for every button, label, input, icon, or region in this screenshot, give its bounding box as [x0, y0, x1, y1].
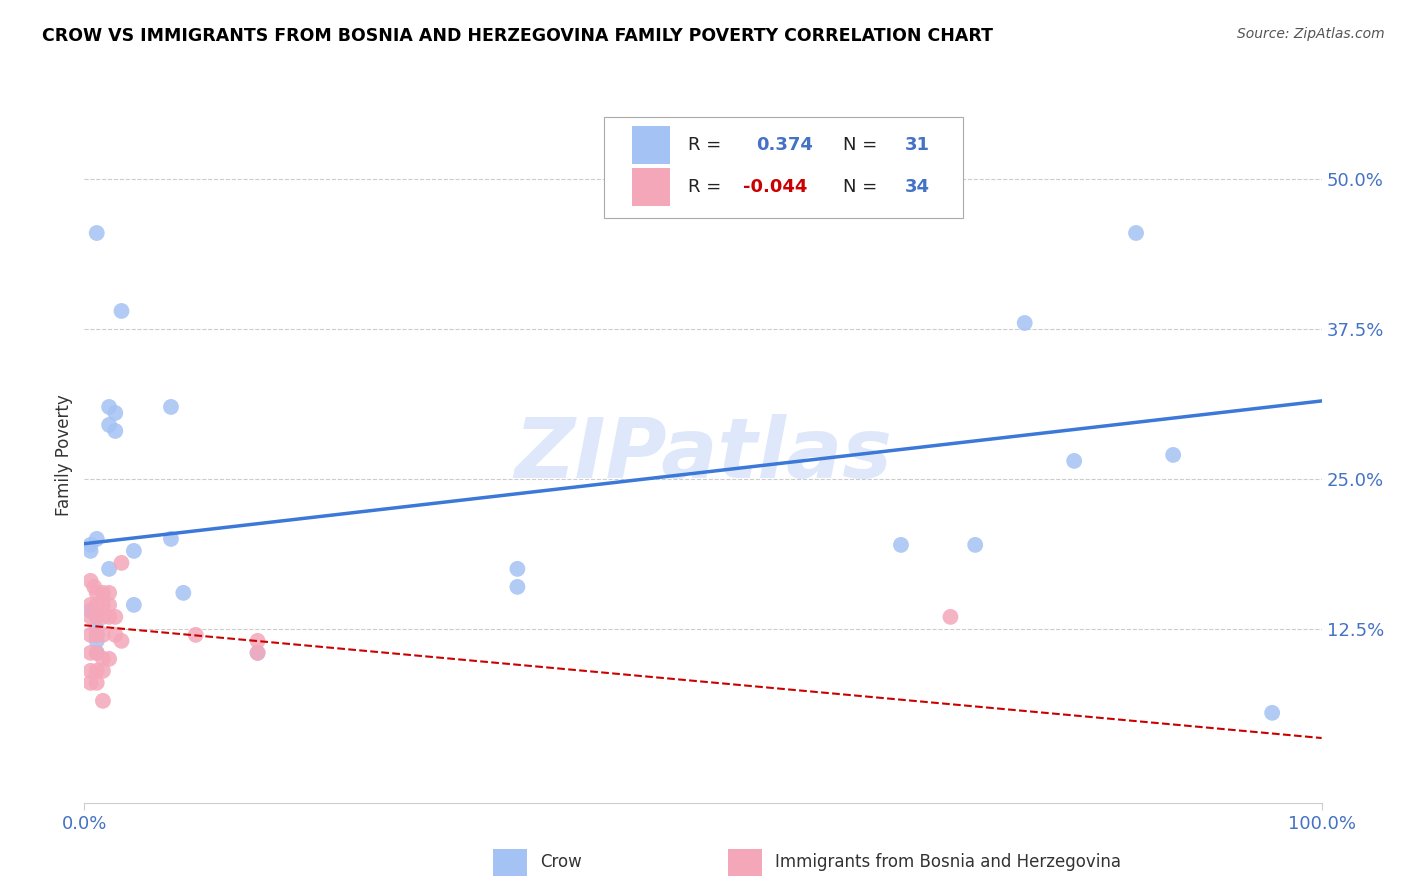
Point: [79, 574, 101, 588]
FancyBboxPatch shape: [492, 849, 527, 876]
Point: [79, 598, 101, 612]
Text: ZIPatlas: ZIPatlas: [515, 415, 891, 495]
Point: [110, 633, 132, 648]
Point: [91, 610, 114, 624]
Point: [98, 652, 121, 666]
Point: [98, 400, 121, 414]
Point: [86, 598, 108, 612]
Point: [939, 610, 962, 624]
Point: [246, 646, 269, 660]
Text: Crow: Crow: [540, 853, 582, 871]
Point: [86, 586, 108, 600]
Point: [79, 604, 101, 618]
Point: [86, 226, 108, 240]
Point: [506, 562, 529, 576]
Point: [79, 646, 101, 660]
Point: [86, 646, 108, 660]
FancyBboxPatch shape: [633, 168, 669, 206]
Text: R =: R =: [688, 178, 721, 196]
Point: [91, 628, 114, 642]
Point: [160, 400, 183, 414]
Point: [98, 598, 121, 612]
Text: Immigrants from Bosnia and Herzegovina: Immigrants from Bosnia and Herzegovina: [775, 853, 1121, 871]
Point: [86, 622, 108, 636]
Point: [79, 610, 101, 624]
Point: [104, 610, 127, 624]
Point: [79, 538, 101, 552]
Point: [160, 532, 183, 546]
Point: [110, 304, 132, 318]
Point: [98, 562, 121, 576]
Point: [83, 580, 105, 594]
Point: [1261, 706, 1284, 720]
Text: Source: ZipAtlas.com: Source: ZipAtlas.com: [1237, 27, 1385, 41]
Point: [86, 646, 108, 660]
Point: [79, 628, 101, 642]
Point: [965, 538, 987, 552]
Point: [98, 417, 121, 432]
Text: R =: R =: [688, 136, 721, 154]
Point: [79, 544, 101, 558]
Text: 0.374: 0.374: [756, 136, 813, 154]
Point: [91, 598, 114, 612]
Point: [1161, 448, 1184, 462]
Point: [86, 628, 108, 642]
Point: [91, 652, 114, 666]
Point: [1014, 316, 1036, 330]
FancyBboxPatch shape: [728, 849, 762, 876]
Point: [246, 633, 269, 648]
Point: [79, 664, 101, 678]
Point: [91, 664, 114, 678]
Point: [104, 406, 127, 420]
Point: [122, 544, 145, 558]
FancyBboxPatch shape: [633, 126, 669, 164]
Text: N =: N =: [842, 136, 877, 154]
Point: [110, 556, 132, 570]
Point: [506, 580, 529, 594]
Text: 31: 31: [904, 136, 929, 154]
Point: [1125, 226, 1147, 240]
Point: [172, 586, 194, 600]
Point: [104, 424, 127, 438]
Point: [184, 628, 207, 642]
Point: [98, 610, 121, 624]
FancyBboxPatch shape: [605, 118, 963, 219]
Point: [1063, 454, 1085, 468]
Y-axis label: Family Poverty: Family Poverty: [55, 394, 73, 516]
Point: [86, 633, 108, 648]
Text: CROW VS IMMIGRANTS FROM BOSNIA AND HERZEGOVINA FAMILY POVERTY CORRELATION CHART: CROW VS IMMIGRANTS FROM BOSNIA AND HERZE…: [42, 27, 993, 45]
Point: [122, 598, 145, 612]
Point: [91, 586, 114, 600]
Point: [890, 538, 912, 552]
Point: [86, 610, 108, 624]
Point: [79, 676, 101, 690]
Text: N =: N =: [842, 178, 877, 196]
Point: [86, 664, 108, 678]
Point: [246, 646, 269, 660]
Text: 34: 34: [904, 178, 929, 196]
Point: [98, 586, 121, 600]
Point: [91, 694, 114, 708]
Point: [86, 610, 108, 624]
Point: [86, 676, 108, 690]
Point: [86, 532, 108, 546]
Text: -0.044: -0.044: [742, 178, 807, 196]
Point: [86, 628, 108, 642]
Point: [104, 628, 127, 642]
